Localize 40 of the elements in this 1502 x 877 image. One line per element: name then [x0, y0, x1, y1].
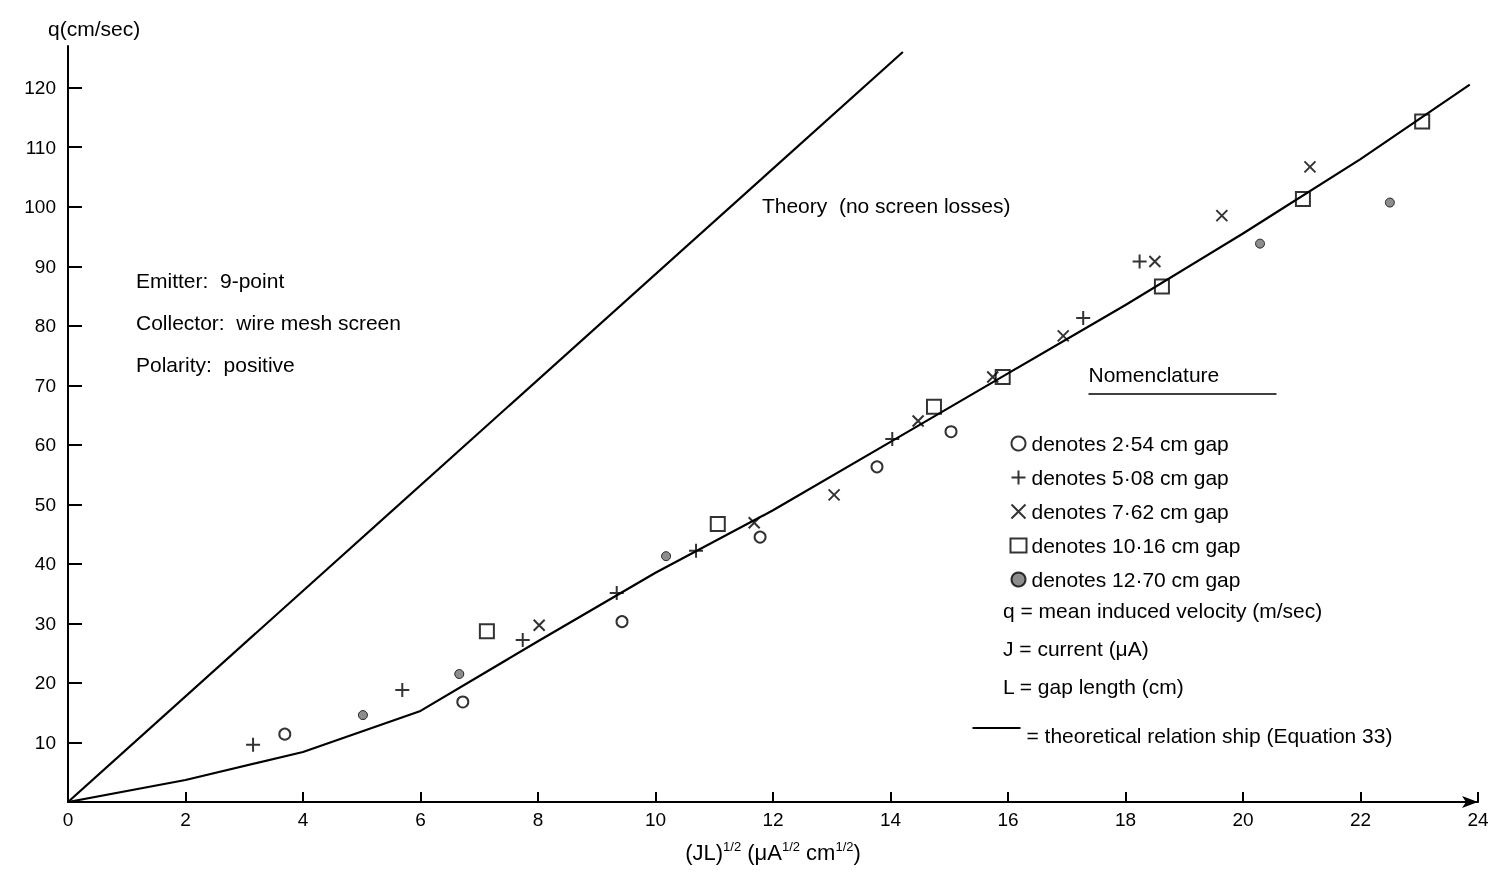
x-tick-label: 8	[532, 809, 544, 830]
y-tick-label: 20	[34, 672, 56, 694]
annotation: Polarity: positive	[136, 353, 295, 376]
y-tick-label: 30	[34, 612, 56, 634]
y-axis-title: q(cm/sec)	[48, 17, 141, 40]
y-tick-label: 40	[34, 553, 56, 575]
legend-label: = theoretical relation ship (Equation 33)	[1026, 723, 1393, 747]
legend-label: denotes 5·08 cm gap	[1031, 466, 1229, 489]
x-tick-label: 16	[997, 809, 1019, 830]
annotation: Theory (no screen losses)	[761, 193, 1011, 217]
x-tick-label: 20	[1232, 809, 1254, 830]
y-tick-label: 90	[34, 255, 56, 277]
y-tick-label: 50	[34, 493, 56, 515]
x-tick-label: 2	[180, 809, 191, 830]
x-tick-label: 0	[62, 809, 74, 830]
x-tick-label: 22	[1349, 809, 1372, 830]
legend-label: denotes 12·70 cm gap	[1031, 568, 1241, 591]
x-tick-label: 18	[1114, 809, 1137, 830]
x-tick-label: 6	[415, 809, 426, 830]
y-tick-label: 80	[34, 315, 56, 337]
legend-label: denotes 2·54 cm gap	[1031, 432, 1229, 455]
y-tick-label: 70	[34, 374, 56, 396]
x-tick-label: 4	[297, 809, 309, 830]
x-tick-label: 12	[762, 809, 784, 830]
x-tick-label: 10	[644, 809, 667, 830]
y-tick-label: 100	[24, 196, 56, 218]
legend-label: denotes 10·16 cm gap	[1031, 534, 1241, 557]
y-tick-label: 10	[34, 731, 56, 753]
annotation: L = gap length (cm)	[1003, 675, 1184, 698]
y-tick-label: 120	[24, 77, 56, 99]
y-tick-label: 60	[34, 434, 56, 456]
annotation: Emitter: 9-point	[136, 269, 285, 292]
annotation: Collector: wire mesh screen	[136, 311, 401, 334]
legend-label: denotes 7·62 cm gap	[1031, 500, 1229, 523]
annotation: J = current (μA)	[1003, 637, 1149, 660]
x-tick-label: 24	[1467, 809, 1489, 830]
annotation: q = mean induced velocity (m/sec)	[1003, 599, 1323, 622]
y-tick-label: 110	[25, 136, 56, 158]
x-tick-label: 14	[879, 809, 902, 830]
legend-title: Nomenclature	[1088, 363, 1220, 386]
